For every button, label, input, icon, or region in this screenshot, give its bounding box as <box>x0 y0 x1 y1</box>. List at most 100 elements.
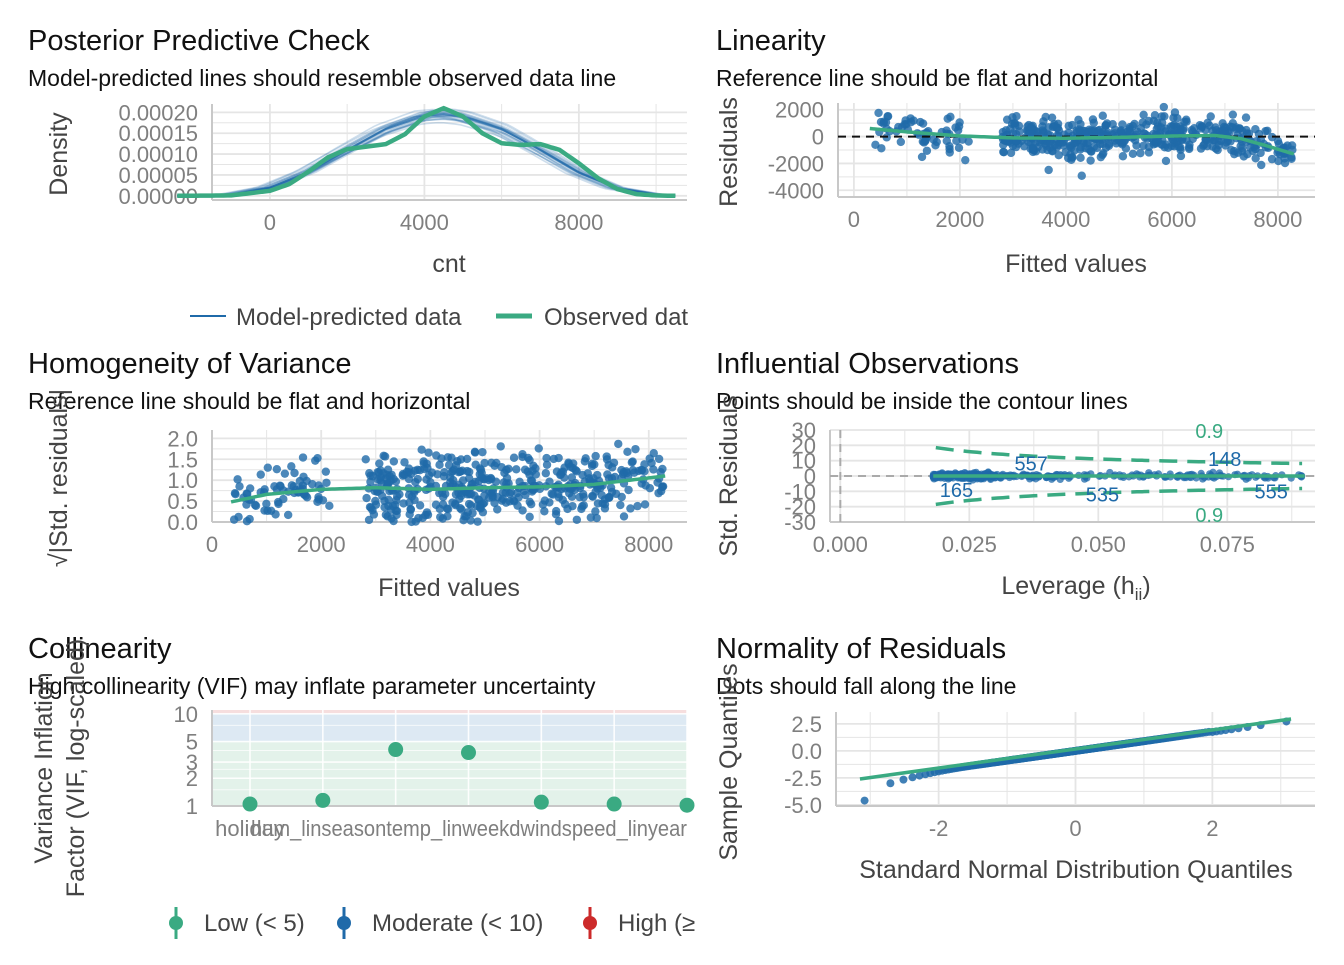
homogeneity-point <box>462 466 472 476</box>
ppc-title: Posterior Predictive Check <box>28 25 370 57</box>
collinearity-xtick-label: holiday <box>215 816 285 841</box>
linearity-point <box>1070 146 1079 155</box>
homogeneity-ylabel: √|Std. residuals| <box>45 389 73 567</box>
homogeneity-plot-area: 0.00.51.01.52.0 0 2000 4000 6000 8000 <box>167 426 687 557</box>
linearity-title: Linearity <box>716 25 826 57</box>
homogeneity-point <box>538 500 548 509</box>
linearity-point <box>1227 123 1237 132</box>
linearity-point <box>876 117 886 127</box>
homogeneity-point <box>602 452 611 461</box>
homogeneity-point <box>478 447 487 457</box>
linearity-point <box>1077 171 1086 180</box>
homogeneity-point <box>435 460 444 470</box>
influential-ytick-label: 20 <box>792 433 816 458</box>
homogeneity-point <box>298 453 308 462</box>
normality-panel: Normality of Residuals Dots should fall … <box>715 633 1315 884</box>
homogeneity-point <box>604 460 613 470</box>
homogeneity-point <box>270 482 279 491</box>
normality-ylabel: Sample Quantiles <box>715 663 743 860</box>
homogeneity-point <box>462 512 471 521</box>
normality-title: Normality of Residuals <box>716 633 1006 665</box>
homogeneity-point <box>375 459 384 468</box>
homogeneity-point <box>426 478 435 487</box>
ppc-xlabel: cnt <box>432 250 465 278</box>
influential-ytick-label: -20 <box>784 495 816 520</box>
collinearity-point-year <box>679 797 695 813</box>
homogeneity-point <box>591 451 600 461</box>
linearity-point <box>919 138 929 147</box>
homogeneity-point <box>491 477 501 486</box>
homogeneity-point <box>616 500 625 510</box>
homogeneity-point <box>295 476 305 486</box>
linearity-point <box>1024 137 1033 147</box>
homogeneity-point <box>369 510 379 519</box>
homogeneity-point <box>448 498 457 507</box>
homogeneity-point <box>529 461 538 471</box>
homogeneity-point <box>513 501 522 510</box>
homogeneity-point <box>477 473 486 482</box>
homogeneity-point <box>260 506 269 515</box>
linearity-point <box>1121 144 1131 153</box>
homogeneity-point <box>322 478 331 487</box>
linearity-point <box>1068 153 1077 162</box>
linearity-point <box>896 137 906 147</box>
homogeneity-xtick-label: 2000 <box>297 532 346 557</box>
collinearity-point-holiday <box>242 796 258 812</box>
collinearity-legend: Low (< 5) Moderate (< 10) High (≥ <box>169 907 695 939</box>
collinearity-legend-swatch-dot <box>337 916 351 930</box>
linearity-point <box>1176 151 1186 161</box>
homogeneity-point <box>619 512 629 521</box>
homogeneity-point <box>263 463 273 472</box>
homogeneity-point <box>484 475 493 485</box>
collinearity-ylabel-line: Factor (VIF, log-scaled) <box>62 639 90 897</box>
linearity-point <box>1251 154 1260 163</box>
homogeneity-point <box>626 504 635 513</box>
homogeneity-point <box>554 516 564 526</box>
linearity-point <box>1184 144 1194 154</box>
linearity-point <box>999 147 1009 157</box>
homogeneity-point <box>276 481 285 491</box>
homogeneity-point <box>512 465 521 474</box>
homogeneity-point <box>654 454 664 464</box>
homogeneity-point <box>565 489 574 498</box>
linearity-point <box>1074 125 1084 134</box>
homogeneity-point <box>649 465 658 474</box>
linearity-point <box>1024 120 1034 130</box>
homogeneity-point <box>502 465 511 475</box>
homogeneity-point <box>493 505 502 514</box>
linearity-point <box>1150 111 1160 120</box>
ppc-ytick-label: 0.00015 <box>118 121 198 146</box>
homogeneity-point <box>364 515 374 525</box>
homogeneity-point <box>462 454 472 464</box>
influential-ytick-label: 10 <box>792 449 816 474</box>
homogeneity-point <box>399 499 408 508</box>
ppc-legend: Model-predicted data Observed dat <box>190 304 688 331</box>
influential-point-label: 535 <box>1086 484 1119 506</box>
linearity-point <box>953 126 963 135</box>
homogeneity-point <box>443 512 452 521</box>
homogeneity-point <box>587 461 597 471</box>
homogeneity-smooth-line <box>230 474 666 504</box>
linearity-point <box>1136 148 1145 158</box>
linearity-point <box>1239 152 1249 161</box>
influential-xtick-label: 0.000 <box>813 532 868 557</box>
homogeneity-xtick-label: 6000 <box>515 532 564 557</box>
linearity-point <box>922 146 932 155</box>
collinearity-panel: Collinearity High collinearity (VIF) may… <box>28 633 695 939</box>
linearity-point <box>1168 122 1177 131</box>
linearity-point <box>1053 123 1063 133</box>
homogeneity-point <box>436 512 445 522</box>
linearity-point <box>1044 123 1053 132</box>
linearity-point <box>1108 119 1117 129</box>
homogeneity-point <box>579 501 588 510</box>
collinearity-legend-label: Moderate (< 10) <box>372 910 543 937</box>
homogeneity-point <box>490 498 499 508</box>
linearity-point <box>1044 165 1053 175</box>
homogeneity-point <box>411 517 420 526</box>
collinearity-point-temp_lin <box>461 745 476 761</box>
linearity-point <box>1041 112 1050 122</box>
linearity-point <box>1219 122 1229 132</box>
homogeneity-point <box>606 483 616 492</box>
homogeneity-point <box>578 470 587 480</box>
